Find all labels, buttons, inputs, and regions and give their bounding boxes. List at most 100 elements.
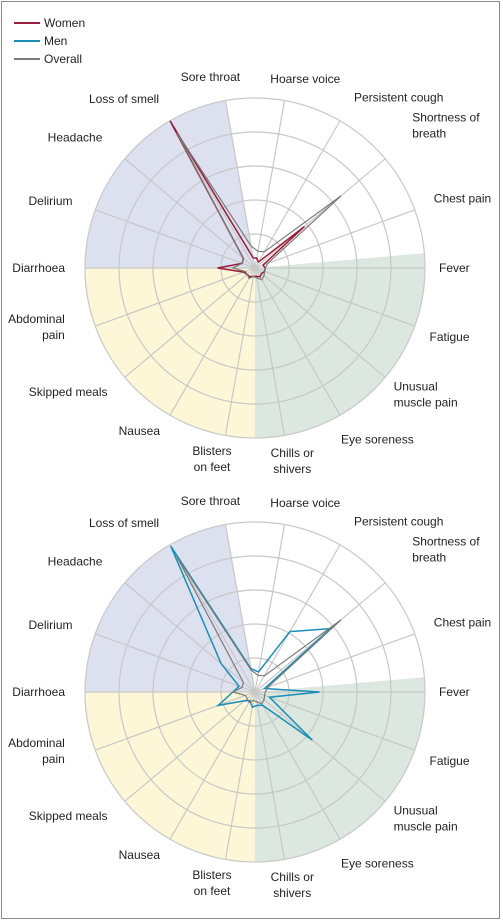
axis-label-line: Unusual <box>394 380 438 394</box>
axis-label-line: Chills or <box>271 446 314 460</box>
axis-label-line: Fever <box>439 261 470 275</box>
axis-label-line: Sore throat <box>181 494 241 508</box>
axis-label: Blisters on feet <box>192 444 231 474</box>
axis-label-line: Abdominal <box>8 736 65 750</box>
axis-label-line: Chest pain <box>434 615 491 629</box>
series-line-overall <box>176 132 342 281</box>
axis-label-line: Nausea <box>119 848 161 862</box>
axis-label-line: Skipped meals <box>29 385 108 399</box>
axis-label: Loss of smell <box>89 92 159 106</box>
grid-spoke <box>124 691 256 802</box>
grid-spoke <box>95 691 256 751</box>
legend-label-women: Women <box>44 16 85 30</box>
axis-label-line: Persistent cough <box>354 515 443 529</box>
axis-label: Fatigue <box>430 754 470 768</box>
axis-label-line: Fever <box>439 685 470 699</box>
axis-label-line: Loss of smell <box>89 92 159 106</box>
grid-spoke <box>224 100 256 269</box>
axis-label-line: Nausea <box>119 424 161 438</box>
legend-item-overall: Overall <box>14 52 82 66</box>
axis-label-line: Chest pain <box>434 191 491 205</box>
axis-label: Chest pain <box>434 615 491 629</box>
grid-spoke <box>254 544 341 693</box>
grid-spoke <box>254 633 415 693</box>
grid-spoke <box>254 209 415 269</box>
axis-label: Fever <box>439 685 470 699</box>
axis-label: Abdominal pain <box>8 736 65 766</box>
axis-label-line: Eye soreness <box>341 857 414 871</box>
axis-label: Chills or shivers <box>271 870 314 900</box>
grid-spoke <box>124 158 256 269</box>
axis-label: Abdominal pain <box>8 312 65 342</box>
axis-label: Hoarse voice <box>270 72 340 86</box>
axis-label-line: Skipped meals <box>29 809 108 823</box>
axis-label: Fever <box>439 261 470 275</box>
axis-label-line: breath <box>412 126 446 140</box>
sector-right <box>255 253 426 439</box>
axis-label-line: Abdominal <box>8 312 65 326</box>
axis-label: Fatigue <box>430 330 470 344</box>
grid-spoke <box>224 267 256 436</box>
sector-upper-left <box>85 524 255 692</box>
axis-label: Shortness of breath <box>412 534 480 564</box>
axis-label-line: Shortness of <box>412 110 480 124</box>
axis-label: Skipped meals <box>29 809 108 823</box>
axis-label: Sore throat <box>181 70 241 84</box>
grid-spoke <box>254 120 341 269</box>
axis-label-line: Sore throat <box>181 70 241 84</box>
axis-label: Sore throat <box>181 494 241 508</box>
legend-item-women: Women <box>14 16 85 30</box>
axis-label-line: Headache <box>48 130 103 144</box>
axis-label: Chest pain <box>434 191 491 205</box>
axis-label-line: on feet <box>194 460 231 474</box>
axis-label-line: Hoarse voice <box>270 72 340 86</box>
radar-chart-men: Sore throat Hoarse voice Persistent cough S… <box>8 494 491 900</box>
axis-label: Skipped meals <box>29 385 108 399</box>
axis-label: Loss of smell <box>89 516 159 530</box>
axis-label: Diarrhoea <box>12 261 65 275</box>
axis-label-line: muscle pain <box>394 396 458 410</box>
axis-label-line: Delirium <box>28 618 72 632</box>
grid-spoke <box>254 691 286 860</box>
series-line-men <box>170 545 333 741</box>
axis-label-line: Hoarse voice <box>270 496 340 510</box>
axis-label: Hoarse voice <box>270 496 340 510</box>
axis-label: Persistent cough <box>354 515 443 529</box>
legend-label-overall: Overall <box>44 52 82 66</box>
grid-spoke <box>254 267 386 378</box>
grid-spoke <box>169 267 256 416</box>
grid-spoke <box>224 524 256 693</box>
axis-label: Eye soreness <box>341 857 414 871</box>
axis-label-line: Headache <box>48 554 103 568</box>
legend: Women Men Overall <box>14 16 85 66</box>
grid-spoke <box>254 158 386 269</box>
legend-item-men: Men <box>14 34 67 48</box>
axis-label-line: Fatigue <box>430 754 470 768</box>
axis-label-line: Blisters <box>192 868 231 882</box>
grid-spoke <box>254 267 286 436</box>
axis-label: Diarrhoea <box>12 685 65 699</box>
axis-label-line: Fatigue <box>430 330 470 344</box>
sector-upper-left <box>85 100 255 268</box>
grid-spoke <box>124 267 256 378</box>
grid-spoke <box>169 691 256 840</box>
axis-label-line: Blisters <box>192 444 231 458</box>
axis-label: Headache <box>48 554 103 568</box>
grid-spoke <box>95 267 256 327</box>
grid-spoke <box>224 691 256 860</box>
grid-spoke <box>124 582 256 693</box>
series-line-overall <box>176 556 342 705</box>
axis-label-line: pain <box>42 752 65 766</box>
axis-label-line: Diarrhoea <box>12 685 65 699</box>
axis-label-line: Unusual <box>394 804 438 818</box>
axis-label: Headache <box>48 130 103 144</box>
axis-label: Shortness of breath <box>412 110 480 140</box>
sector-right <box>255 677 426 862</box>
axis-label-line: shivers <box>273 462 311 476</box>
grid-spoke <box>254 267 415 327</box>
sector-left <box>85 692 255 862</box>
grid-spoke <box>254 524 286 693</box>
axis-label: Unusual muscle pain <box>394 380 458 410</box>
axis-label: Eye soreness <box>341 433 414 447</box>
axis-label: Delirium <box>28 194 72 208</box>
